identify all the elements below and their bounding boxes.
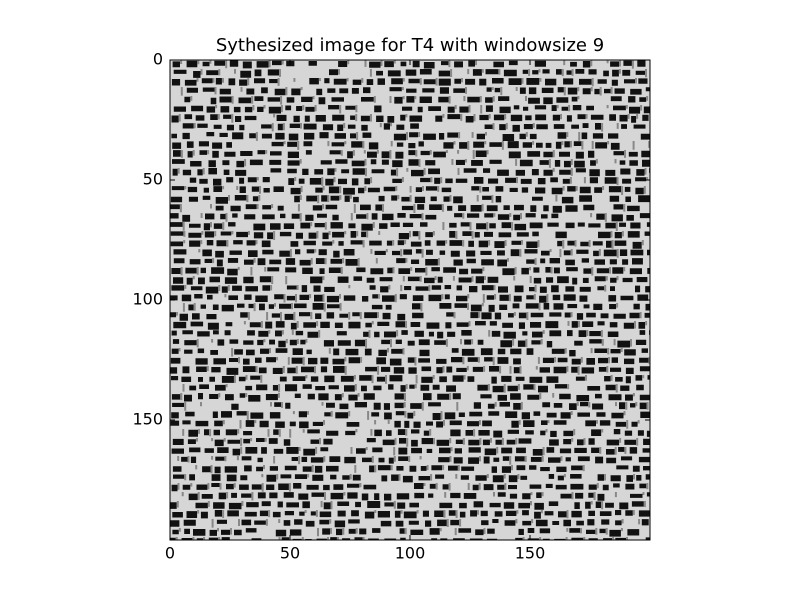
y-tick-label: 100 bbox=[132, 290, 163, 309]
x-tick-label: 100 bbox=[395, 544, 426, 563]
x-tick-label: 150 bbox=[515, 544, 546, 563]
y-tick-label: 0 bbox=[153, 50, 163, 69]
y-tick-label: 50 bbox=[143, 170, 163, 189]
chart-title: Sythesized image for T4 with windowsize … bbox=[216, 35, 604, 56]
texture-noise bbox=[175, 60, 650, 540]
x-tick-label: 0 bbox=[165, 544, 175, 563]
texture bbox=[170, 60, 650, 540]
y-tick-label: 150 bbox=[132, 410, 163, 429]
image-area bbox=[170, 60, 650, 540]
x-tick-label: 50 bbox=[280, 544, 300, 563]
